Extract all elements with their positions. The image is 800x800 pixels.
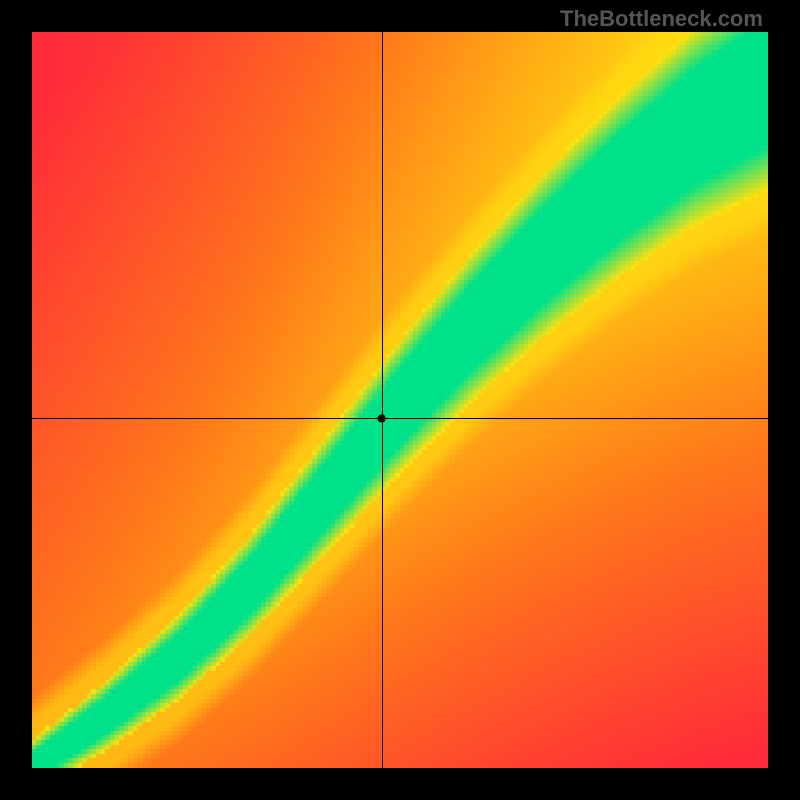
watermark-text: TheBottleneck.com <box>560 6 763 32</box>
bottleneck-heatmap <box>32 32 768 768</box>
chart-container: TheBottleneck.com <box>0 0 800 800</box>
